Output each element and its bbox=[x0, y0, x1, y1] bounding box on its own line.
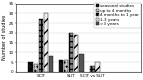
Bar bbox=[90, 66, 95, 72]
Bar bbox=[74, 35, 79, 72]
Bar bbox=[79, 54, 84, 72]
Bar bbox=[28, 62, 33, 72]
Y-axis label: Number of studies: Number of studies bbox=[2, 15, 7, 60]
Bar bbox=[59, 60, 63, 72]
Bar bbox=[44, 13, 48, 72]
Bar bbox=[95, 62, 100, 72]
Bar bbox=[64, 60, 68, 72]
Legend: seasonal studies, up to 4 months, 4 months to 1 year, 1-3 years, >3 years: seasonal studies, up to 4 months, 4 mont… bbox=[94, 3, 141, 28]
Bar bbox=[69, 33, 74, 72]
Bar bbox=[39, 19, 43, 72]
Bar bbox=[49, 56, 53, 72]
Bar bbox=[33, 64, 38, 72]
